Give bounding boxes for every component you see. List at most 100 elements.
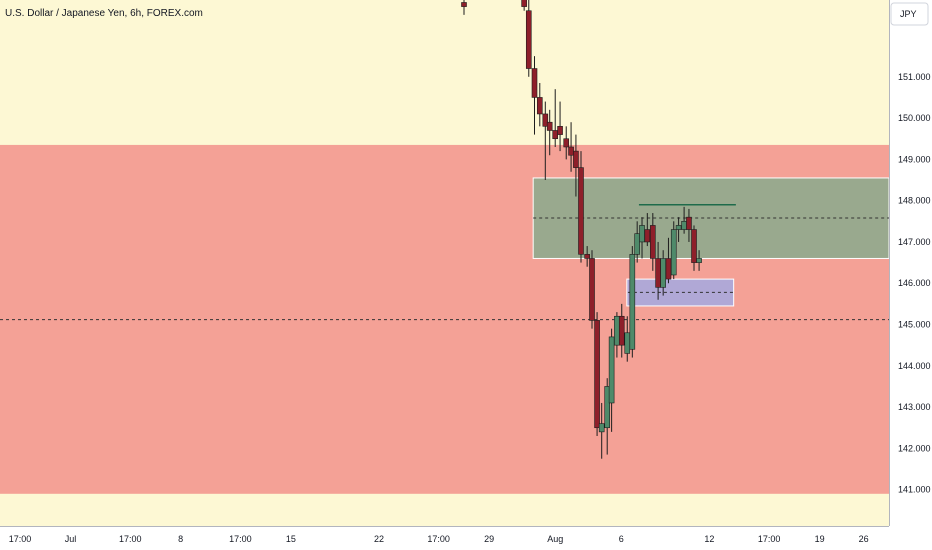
price-axis-background bbox=[889, 0, 932, 550]
candle-11 bbox=[573, 134, 579, 197]
candle-body bbox=[650, 225, 656, 259]
time-tick-label: 19 bbox=[815, 534, 825, 544]
candle-30 bbox=[670, 221, 677, 280]
time-tick-label: 17:00 bbox=[427, 534, 450, 544]
candle-body bbox=[686, 216, 692, 230]
price-tick-label: 150.000 bbox=[898, 113, 931, 123]
time-tick-label: 22 bbox=[374, 534, 384, 544]
candle-4 bbox=[536, 82, 543, 127]
time-axis[interactable]: 17:00 Jul 17:00 8 17:00 15 22 17:00 29 Aug 6 12 17:0… bbox=[9, 534, 869, 544]
currency-label[interactable]: JPY bbox=[900, 9, 917, 19]
candle-13 bbox=[584, 246, 590, 267]
candle-body bbox=[584, 254, 590, 259]
price-tick-label: 141.000 bbox=[898, 485, 931, 495]
candle-22 bbox=[629, 246, 636, 358]
candle-body bbox=[598, 423, 605, 433]
candle-body bbox=[604, 386, 611, 429]
candle-body bbox=[589, 258, 595, 321]
candle-26 bbox=[650, 213, 656, 271]
candle-5 bbox=[542, 101, 549, 181]
candle-body bbox=[531, 68, 538, 98]
candle-body bbox=[461, 2, 467, 7]
candles-layer bbox=[461, 0, 702, 459]
candle-body bbox=[546, 121, 553, 131]
price-tick-label: 148.000 bbox=[898, 196, 931, 206]
candle-body bbox=[696, 258, 702, 263]
time-tick-label: 29 bbox=[484, 534, 494, 544]
time-tick-label: 17:00 bbox=[229, 534, 252, 544]
candle-body bbox=[644, 229, 651, 243]
candle-12 bbox=[578, 151, 584, 263]
candle-body bbox=[614, 315, 620, 346]
time-axis-background bbox=[0, 526, 932, 550]
time-tick-label: 6 bbox=[619, 534, 624, 544]
candle-17 bbox=[604, 378, 611, 455]
candle-6 bbox=[546, 109, 553, 156]
candle-18 bbox=[608, 328, 615, 432]
currency-button[interactable]: JPY bbox=[890, 2, 929, 26]
price-tick-label: 149.000 bbox=[898, 154, 931, 164]
candle-14 bbox=[589, 250, 595, 329]
time-tick-label: Aug bbox=[547, 534, 563, 544]
time-tick-label: 17:00 bbox=[758, 534, 781, 544]
candle-body bbox=[629, 254, 636, 350]
candle-9 bbox=[563, 126, 570, 160]
candle-25 bbox=[644, 213, 651, 247]
candle-body bbox=[618, 315, 625, 346]
candle-16 bbox=[598, 402, 605, 459]
currency-button-frame[interactable] bbox=[890, 2, 929, 26]
candle-body bbox=[563, 138, 570, 148]
candle-35 bbox=[696, 250, 702, 271]
candle-31 bbox=[675, 217, 682, 242]
candle-33 bbox=[686, 208, 692, 242]
candle-2 bbox=[525, 0, 532, 77]
candle-body bbox=[557, 126, 563, 135]
candle-body bbox=[681, 220, 687, 230]
candle-body bbox=[542, 113, 549, 127]
candle-body bbox=[578, 167, 584, 255]
candle-body bbox=[670, 229, 677, 276]
candle-body bbox=[536, 97, 543, 115]
price-tick-label: 146.000 bbox=[898, 278, 931, 288]
candle-body bbox=[665, 258, 672, 280]
candle-20 bbox=[618, 303, 625, 358]
price-axis[interactable]: 141.000 142.000 143.000 144.000 145.000 146.0… bbox=[898, 72, 931, 495]
candle-body bbox=[675, 225, 682, 230]
candle-body bbox=[639, 225, 645, 243]
chart-title: U.S. Dollar / Japanese Yen, 6h, FOREX.co… bbox=[5, 8, 203, 19]
candle-body bbox=[624, 332, 631, 354]
price-tick-label: 147.000 bbox=[898, 237, 931, 247]
candle-body bbox=[608, 336, 615, 404]
candle-15 bbox=[594, 312, 600, 436]
candle-body bbox=[525, 10, 532, 69]
price-tick-label: 151.000 bbox=[898, 72, 931, 82]
candle-body bbox=[568, 146, 574, 156]
candle-0 bbox=[461, 0, 467, 15]
time-tick-label: Jul bbox=[65, 534, 77, 544]
candle-body bbox=[655, 258, 661, 288]
time-tick-label: 26 bbox=[859, 534, 869, 544]
candle-body bbox=[594, 320, 600, 429]
candle-body bbox=[552, 130, 559, 140]
price-tick-label: 142.000 bbox=[898, 443, 931, 453]
price-tick-label: 144.000 bbox=[898, 361, 931, 371]
levels-layer bbox=[0, 204, 889, 321]
candle-34 bbox=[691, 225, 697, 271]
candle-body bbox=[691, 229, 697, 263]
time-tick-label: 8 bbox=[178, 534, 183, 544]
candle-3 bbox=[531, 56, 538, 135]
candle-body bbox=[573, 150, 579, 168]
time-tick-label: 17:00 bbox=[119, 534, 142, 544]
price-tick-label: 143.000 bbox=[898, 402, 931, 412]
candle-23 bbox=[634, 221, 640, 263]
candle-8 bbox=[557, 101, 563, 152]
candle-body bbox=[634, 233, 640, 255]
candle-body bbox=[660, 258, 666, 288]
time-tick-label: 17:00 bbox=[9, 534, 32, 544]
time-tick-label: 12 bbox=[704, 534, 714, 544]
candle-body bbox=[521, 0, 527, 7]
demand-box bbox=[626, 278, 735, 307]
price-tick-label: 145.000 bbox=[898, 320, 931, 330]
